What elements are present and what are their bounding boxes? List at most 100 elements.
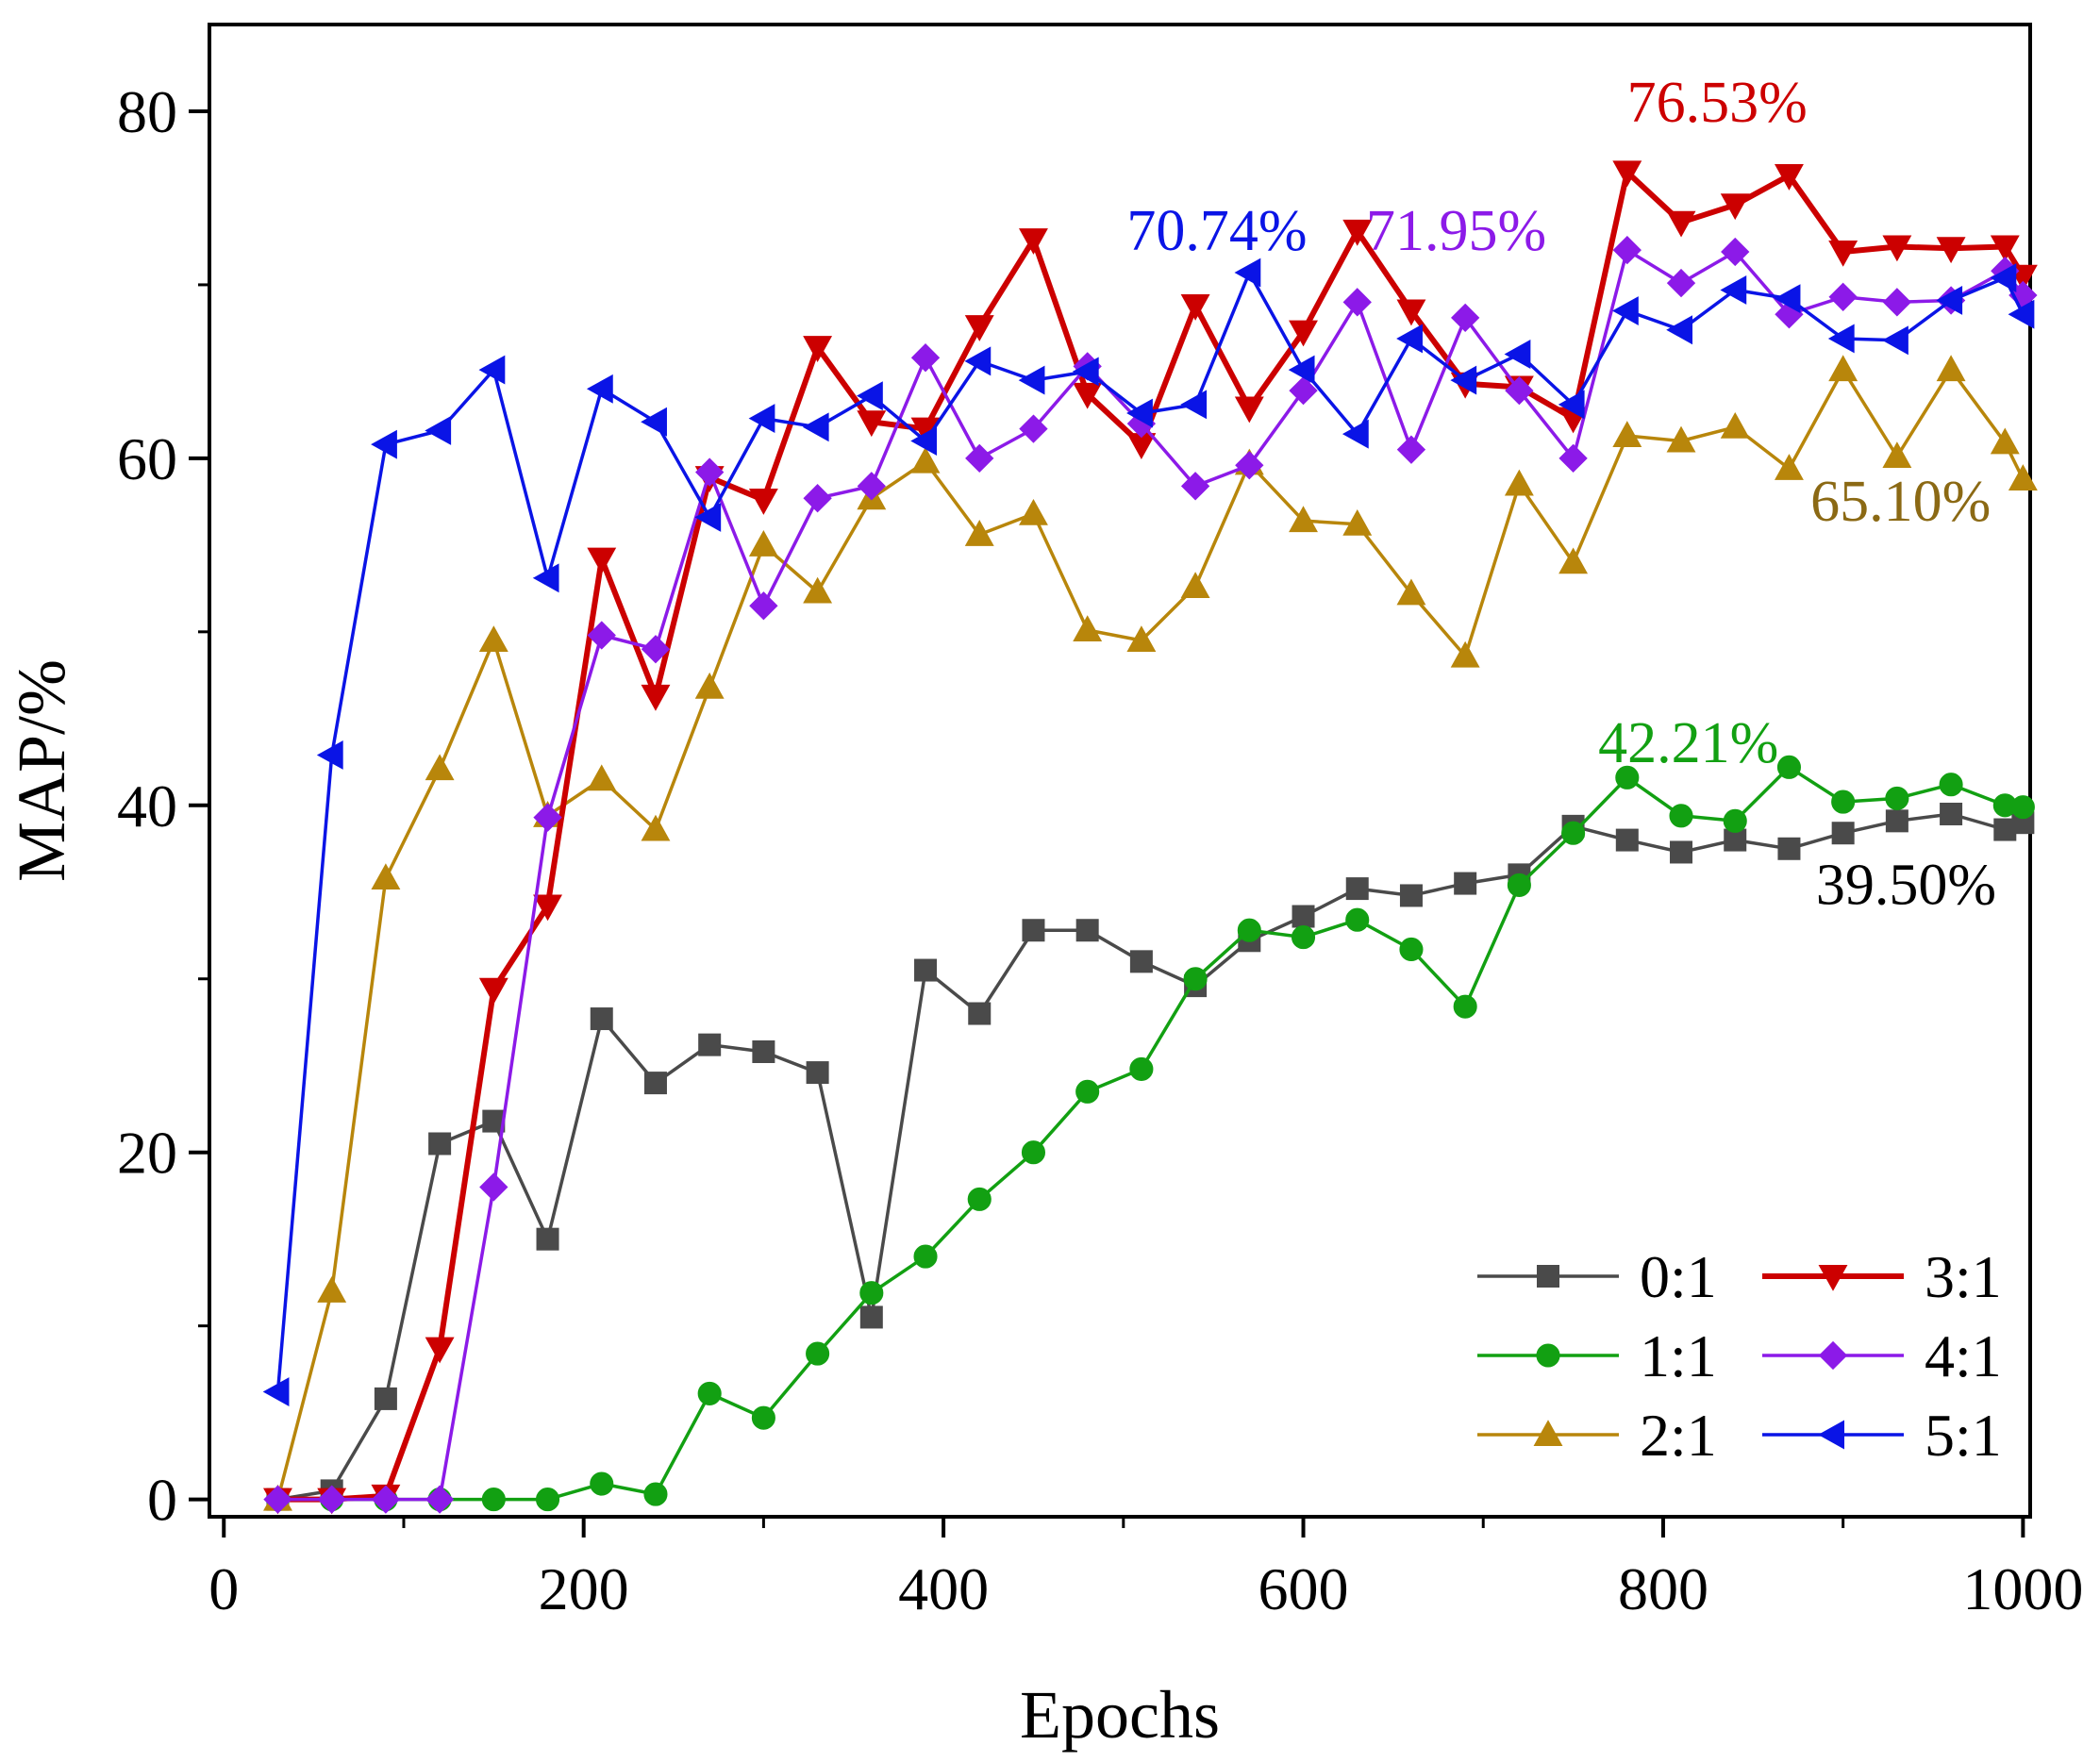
data-point [1018, 365, 1045, 395]
data-point [1831, 822, 1855, 845]
data-point [1075, 919, 1099, 942]
data-point [1126, 625, 1157, 653]
data-point [1612, 160, 1642, 188]
data-point [478, 977, 508, 1005]
data-point [1670, 840, 1693, 864]
legend-label: 2:1 [1640, 1402, 1717, 1469]
data-point [1126, 398, 1153, 428]
data-point [1342, 419, 1369, 449]
data-point [1451, 303, 1480, 333]
data-point [914, 958, 938, 982]
data-point [1882, 235, 1912, 262]
data-point [1019, 228, 1048, 255]
data-point [587, 621, 616, 650]
data-point [1774, 284, 1801, 314]
data-point [964, 346, 992, 376]
data-point [1073, 382, 1103, 409]
data-point [857, 410, 887, 438]
data-point [533, 803, 562, 832]
data-label: 39.50% [1816, 854, 1996, 918]
data-point [694, 672, 725, 699]
data-point [1073, 615, 1103, 641]
data-point [1777, 837, 1801, 860]
data-point [2008, 299, 2035, 329]
data-point [1558, 547, 1589, 574]
data-point [1561, 821, 1586, 845]
data-point [374, 1387, 397, 1410]
x-tick-label: 600 [1258, 1555, 1349, 1622]
legend: 0:1 1:1 2:1 3:1 4:1 5:1 [1477, 1243, 2002, 1469]
data-point [857, 381, 883, 411]
data-point [425, 1337, 455, 1364]
data-point [910, 343, 941, 373]
legend-marker [1537, 1265, 1559, 1288]
data-point [1396, 578, 1426, 606]
series-line [277, 248, 2025, 1502]
data-point [1827, 324, 1855, 354]
legend-item: 3:1 [1762, 1243, 2002, 1310]
data-point [1669, 804, 1693, 828]
legend-label: 4:1 [1925, 1322, 2002, 1389]
legend-item: 4:1 [1762, 1322, 2002, 1389]
legend-label: 1:1 [1640, 1322, 1717, 1389]
data-point [1504, 340, 1531, 369]
data-point [968, 1002, 992, 1025]
data-point [1180, 572, 1210, 599]
data-point [1666, 210, 1696, 238]
data-label: 65.10% [1810, 470, 1991, 534]
data-point [1720, 274, 1747, 305]
data-point [1507, 873, 1531, 897]
data-point [1990, 263, 2017, 293]
data-point [1939, 773, 1963, 797]
x-tick-label: 200 [539, 1555, 629, 1622]
legend-marker [1536, 1343, 1560, 1368]
data-point [317, 1485, 346, 1514]
data-point [1882, 441, 1912, 469]
data-point [1342, 288, 1372, 317]
data-point [643, 1072, 667, 1095]
data-point [1615, 828, 1639, 852]
series-line [275, 368, 2025, 1501]
series-4-1 [263, 235, 2038, 1514]
data-point [803, 336, 833, 362]
data-point [806, 1061, 829, 1085]
data-point [1454, 872, 1477, 895]
y-tick-label: 40 [117, 773, 177, 839]
series-group [262, 160, 2038, 1515]
data-point [586, 374, 613, 404]
series-0-1 [266, 802, 2035, 1511]
data-point [425, 754, 455, 781]
data-label: 70.74% [1126, 199, 1307, 263]
y-axis-title: MAP/% [4, 659, 79, 882]
data-point [1289, 375, 1318, 406]
data-point [1558, 390, 1585, 420]
data-point [910, 426, 938, 456]
series-line [277, 812, 2025, 1502]
data-point [1720, 411, 1750, 439]
data-label: 42.21% [1598, 711, 1778, 775]
data-point [1828, 282, 1858, 311]
data-point [1612, 235, 1642, 265]
data-point [964, 315, 994, 341]
data-point [1720, 193, 1750, 221]
data-point [1129, 950, 1153, 973]
data-point [587, 547, 617, 574]
data-point [1180, 294, 1210, 321]
data-point [641, 814, 671, 841]
data-point [910, 446, 941, 474]
y-tick-label: 60 [117, 425, 177, 492]
data-point [425, 416, 452, 445]
y-tick-label: 20 [117, 1120, 177, 1187]
data-point [1936, 237, 1966, 264]
x-axis: 0 200 400 600 800 1000 [208, 1517, 2083, 1622]
data-point [1235, 451, 1264, 480]
data-point [1666, 315, 1693, 345]
data-point [316, 740, 343, 770]
legend-label: 0:1 [1640, 1243, 1717, 1310]
data-point [1342, 219, 1373, 246]
plot-frame-group [208, 23, 2032, 1519]
data-point [1342, 508, 1373, 536]
y-tick-label: 0 [147, 1467, 177, 1534]
series-2-1 [263, 355, 2038, 1511]
data-point [428, 1132, 452, 1155]
